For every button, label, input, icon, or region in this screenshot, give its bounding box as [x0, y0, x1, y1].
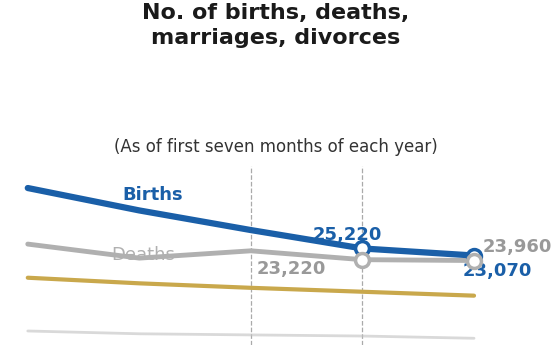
Text: (As of first seven months of each year): (As of first seven months of each year) [114, 138, 438, 156]
Text: Births: Births [123, 186, 183, 204]
Text: No. of births, deaths,
marriages, divorces: No. of births, deaths, marriages, divorc… [142, 3, 410, 48]
Text: Deaths: Deaths [112, 246, 176, 264]
Text: 23,070: 23,070 [463, 262, 532, 280]
Text: 23,960: 23,960 [483, 238, 552, 256]
Text: 25,220: 25,220 [312, 226, 381, 244]
Text: 23,220: 23,220 [257, 260, 326, 278]
